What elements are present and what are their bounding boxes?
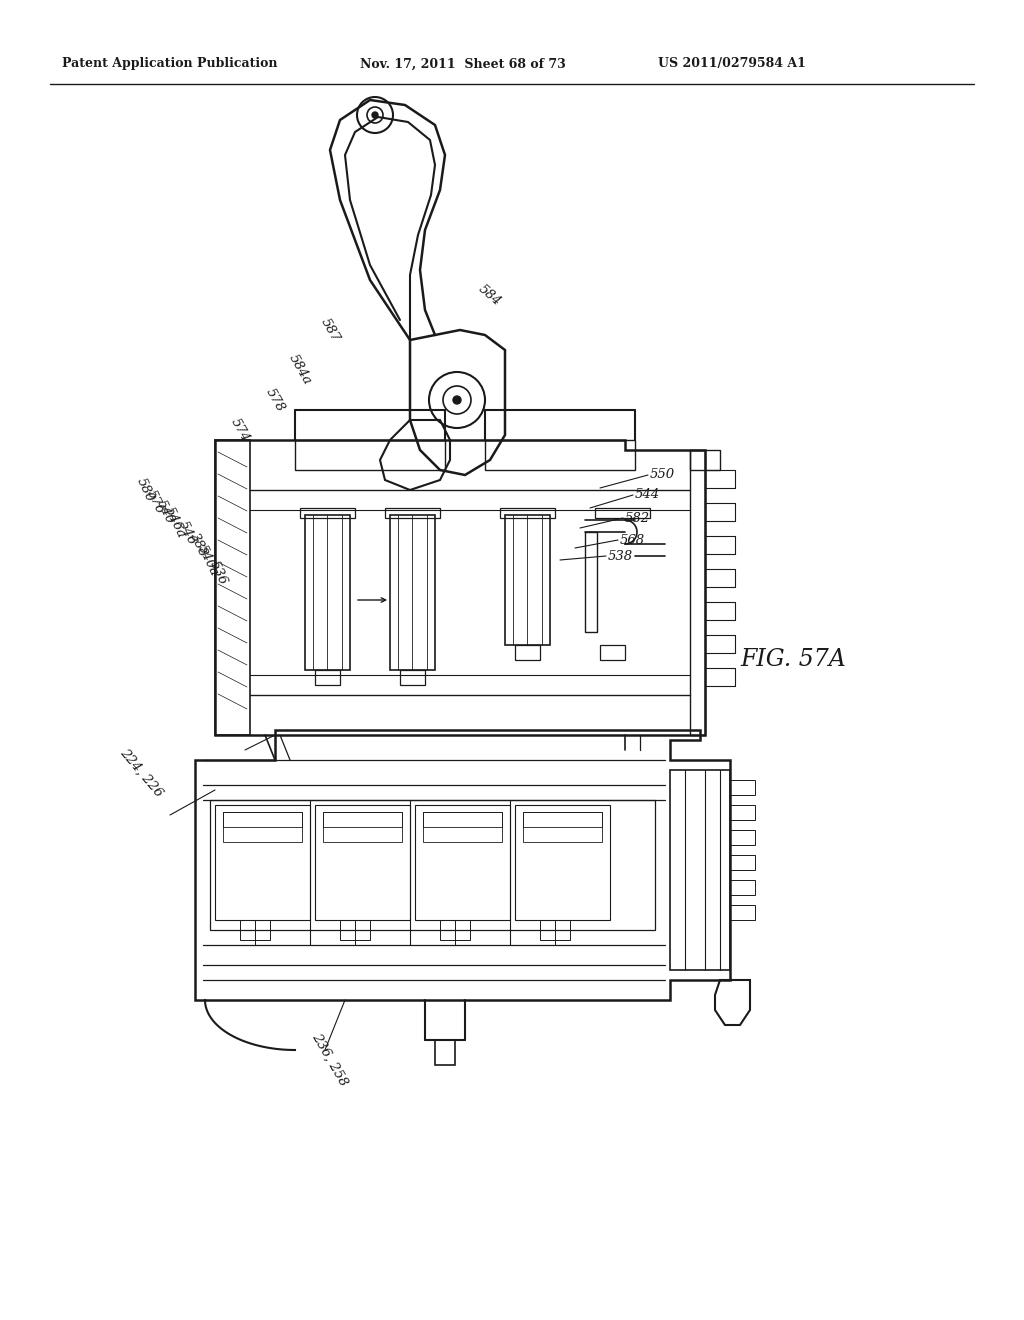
Text: 546a: 546a (162, 504, 187, 540)
Bar (595, 508, 650, 517)
Text: 582: 582 (625, 511, 650, 524)
Text: 224, 226: 224, 226 (118, 746, 165, 799)
Bar (295, 440, 445, 470)
Text: 388: 388 (186, 531, 209, 560)
Bar (415, 805, 510, 920)
Bar (300, 508, 355, 517)
Bar (730, 805, 755, 820)
Bar (210, 800, 655, 931)
Bar (400, 671, 425, 685)
Bar (485, 440, 635, 470)
Bar (323, 812, 402, 828)
Bar (215, 440, 250, 735)
Text: Patent Application Publication: Patent Application Publication (62, 58, 278, 70)
Circle shape (372, 112, 378, 117)
Bar (423, 812, 502, 828)
Text: 540a: 540a (196, 543, 221, 578)
Text: 236, 258: 236, 258 (309, 1031, 350, 1089)
Bar (515, 645, 540, 660)
Text: 576: 576 (143, 488, 166, 516)
Text: 574: 574 (228, 416, 252, 444)
Bar (523, 812, 602, 842)
Text: 578: 578 (263, 385, 287, 414)
Bar (423, 812, 502, 842)
Text: US 2011/0279584 A1: US 2011/0279584 A1 (658, 58, 806, 70)
Bar (730, 880, 755, 895)
Text: 544: 544 (635, 488, 660, 502)
Text: 587: 587 (318, 315, 342, 345)
Bar (385, 508, 440, 517)
Bar (390, 515, 435, 671)
Bar (505, 515, 550, 645)
Bar (223, 812, 302, 842)
Bar (670, 770, 730, 970)
Bar (215, 805, 310, 920)
Text: 584a: 584a (286, 352, 314, 388)
Bar (540, 920, 570, 940)
Bar (223, 812, 302, 828)
Bar (730, 780, 755, 795)
Bar (435, 1040, 455, 1065)
Text: 540: 540 (154, 498, 176, 527)
Text: 546: 546 (176, 519, 199, 546)
Bar (323, 812, 402, 842)
Bar (730, 855, 755, 870)
Text: 580: 580 (134, 477, 157, 504)
Bar (730, 906, 755, 920)
Bar (315, 671, 340, 685)
Text: FIG. 57A: FIG. 57A (740, 648, 846, 672)
Text: 550: 550 (650, 469, 675, 482)
Bar (305, 515, 350, 671)
Bar (690, 450, 705, 735)
Bar (340, 920, 370, 940)
Bar (730, 830, 755, 845)
Bar (240, 920, 270, 940)
Circle shape (453, 396, 461, 404)
Text: 568: 568 (620, 533, 645, 546)
Bar (515, 805, 610, 920)
Bar (585, 532, 597, 632)
Bar (523, 812, 602, 828)
Bar (600, 645, 625, 660)
Text: 538: 538 (608, 549, 633, 562)
Bar (500, 508, 555, 517)
Bar (440, 920, 470, 940)
Text: 584: 584 (476, 282, 504, 308)
Text: 536: 536 (207, 558, 229, 587)
Text: Nov. 17, 2011  Sheet 68 of 73: Nov. 17, 2011 Sheet 68 of 73 (360, 58, 565, 70)
Bar (315, 805, 410, 920)
